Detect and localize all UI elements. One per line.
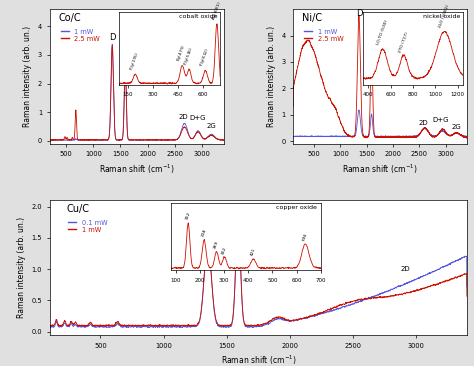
Text: Cu/C: Cu/C (66, 204, 90, 214)
Legend: 0.1 mW, 1 mW: 0.1 mW, 1 mW (65, 217, 110, 235)
Text: D: D (356, 10, 362, 18)
Text: D+G: D+G (433, 117, 449, 123)
Text: D+G: D+G (190, 115, 206, 121)
Text: D: D (109, 33, 116, 42)
Text: G: G (122, 52, 128, 61)
Text: 2G: 2G (451, 124, 461, 130)
Legend: 1 mW, 2.5 mW: 1 mW, 2.5 mW (301, 26, 346, 44)
X-axis label: Raman shift (cm$^{-1}$): Raman shift (cm$^{-1}$) (342, 163, 418, 176)
Text: 2D: 2D (419, 120, 428, 126)
Text: Co/C: Co/C (58, 13, 81, 23)
Y-axis label: Raman intensity (arb. un.): Raman intensity (arb. un.) (17, 217, 26, 318)
X-axis label: Raman shift (cm$^{-1}$): Raman shift (cm$^{-1}$) (99, 163, 174, 176)
Text: 2D: 2D (401, 266, 410, 272)
Text: G: G (369, 37, 375, 46)
Text: 2D: 2D (179, 114, 188, 120)
Legend: 1 mW, 2.5 mW: 1 mW, 2.5 mW (58, 26, 103, 44)
X-axis label: Raman shift (cm$^{-1}$): Raman shift (cm$^{-1}$) (220, 354, 296, 366)
Text: D: D (204, 235, 211, 244)
Y-axis label: Raman intensity (arb. un.): Raman intensity (arb. un.) (23, 26, 32, 127)
Y-axis label: Raman intensity (arb. un.): Raman intensity (arb. un.) (267, 26, 276, 127)
Text: 2G: 2G (206, 123, 216, 129)
Text: G: G (236, 209, 243, 218)
Text: Ni/C: Ni/C (302, 13, 322, 23)
